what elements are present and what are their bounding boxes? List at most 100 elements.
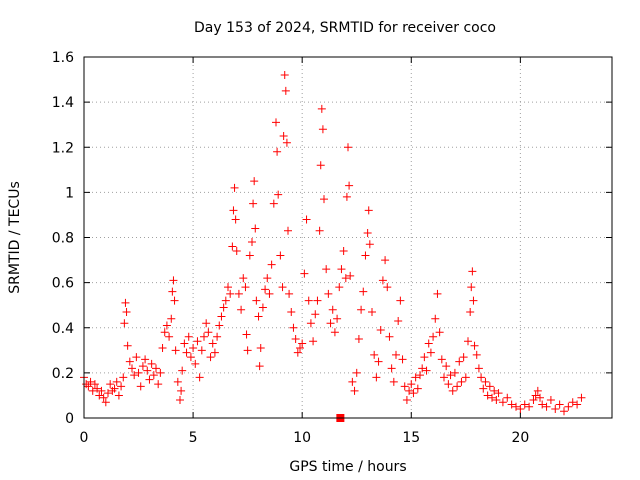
data-point xyxy=(424,339,433,348)
data-point xyxy=(200,332,208,341)
data-point xyxy=(365,240,374,249)
data-point xyxy=(392,350,400,359)
data-point xyxy=(490,386,499,395)
data-point xyxy=(361,251,370,260)
data-point xyxy=(402,395,411,404)
data-point xyxy=(448,386,457,395)
data-point xyxy=(474,364,483,373)
data-point xyxy=(546,395,555,404)
data-point xyxy=(204,328,213,337)
data-point xyxy=(298,339,307,348)
y-axis-label: SRMTID / TECUs xyxy=(7,181,23,294)
data-point xyxy=(267,260,276,269)
data-point xyxy=(239,274,248,283)
data-point xyxy=(431,314,440,323)
data-point xyxy=(254,312,263,321)
data-point xyxy=(450,368,459,377)
data-point xyxy=(306,319,315,328)
data-point xyxy=(359,287,368,296)
data-point xyxy=(300,269,309,278)
data-point xyxy=(281,86,290,95)
data-point xyxy=(407,380,416,389)
data-point xyxy=(202,319,211,328)
data-point xyxy=(394,316,403,325)
data-point xyxy=(112,377,121,386)
data-point xyxy=(147,359,156,368)
data-point xyxy=(208,339,217,348)
data-point xyxy=(516,404,525,413)
data-point xyxy=(117,382,126,391)
data-point xyxy=(108,386,117,395)
data-point xyxy=(265,289,274,298)
data-point xyxy=(101,398,110,407)
data-point xyxy=(317,104,326,113)
data-point xyxy=(231,215,240,224)
x-tick-labels: 0 5 10 15 20 xyxy=(80,430,530,446)
data-point xyxy=(503,393,512,402)
data-point xyxy=(485,382,494,391)
y-tick-label: 1.6 xyxy=(52,50,74,66)
data-point xyxy=(531,391,540,400)
data-point xyxy=(453,382,462,391)
data-point xyxy=(324,289,333,298)
data-point xyxy=(342,192,351,201)
data-point xyxy=(333,314,342,323)
data-point xyxy=(464,337,472,346)
data-point xyxy=(93,384,102,393)
x-tick-label: 10 xyxy=(293,430,311,446)
data-point xyxy=(165,332,174,341)
data-point xyxy=(398,355,407,364)
data-point xyxy=(90,380,99,389)
data-point xyxy=(242,330,251,339)
data-point xyxy=(279,131,288,140)
data-point xyxy=(221,296,230,305)
data-point xyxy=(357,305,366,314)
chart-title: Day 153 of 2024, SRMTID for receiver coc… xyxy=(194,20,496,36)
data-point xyxy=(284,226,292,235)
y-tick-label: 0.2 xyxy=(52,366,74,382)
data-point xyxy=(120,319,129,328)
data-point xyxy=(232,247,241,256)
data-point xyxy=(263,274,272,283)
data-point xyxy=(106,380,115,389)
data-point xyxy=(337,265,346,274)
data-point xyxy=(195,373,204,382)
data-point xyxy=(564,402,573,411)
data-point xyxy=(341,274,350,283)
data-point xyxy=(123,341,132,350)
data-point xyxy=(326,319,335,328)
data-point xyxy=(251,224,260,233)
data-point xyxy=(176,395,184,404)
data-point xyxy=(551,404,560,413)
y-tick-label: 0 xyxy=(65,411,74,427)
data-point xyxy=(274,190,283,199)
data-point xyxy=(156,368,165,377)
data-point xyxy=(435,328,444,337)
data-point xyxy=(197,346,206,355)
data-point xyxy=(287,307,296,316)
data-point xyxy=(143,366,152,375)
y-tick-label: 1.2 xyxy=(52,140,74,156)
data-point xyxy=(483,391,492,400)
data-point xyxy=(248,238,256,247)
data-point xyxy=(477,373,486,382)
data-point xyxy=(229,206,238,215)
data-point xyxy=(255,362,264,371)
data-point xyxy=(311,310,320,319)
data-point xyxy=(411,373,420,382)
data-point xyxy=(374,357,383,366)
data-point xyxy=(219,303,228,312)
data-point xyxy=(466,307,475,316)
data-point xyxy=(315,226,324,235)
data-point xyxy=(210,348,219,357)
data-point xyxy=(182,348,191,357)
data-point xyxy=(418,364,427,373)
data-point xyxy=(389,377,398,386)
data-point xyxy=(293,348,302,357)
data-point xyxy=(84,382,93,391)
data-point xyxy=(171,346,180,355)
data-point xyxy=(162,321,171,330)
data-point xyxy=(178,366,187,375)
data-point xyxy=(429,332,438,341)
data-point xyxy=(383,283,392,292)
